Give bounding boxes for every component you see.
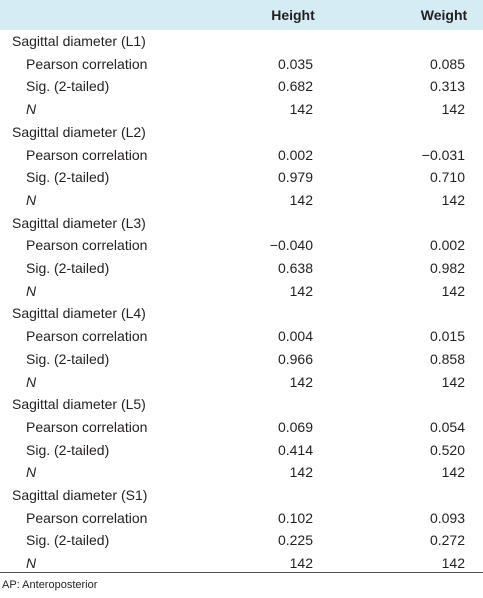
group-label: Sagittal diameter (L4) <box>12 305 146 322</box>
cell-value: 0.272 <box>429 532 465 549</box>
cell-value: 0.966 <box>277 350 313 367</box>
row-label: Pearson correlation <box>26 328 148 345</box>
cell-value: 0.520 <box>429 441 465 458</box>
cell-value: 0.982 <box>429 260 465 276</box>
row-label: Sig. (2-tailed) <box>26 441 110 458</box>
cell-value: 0.093 <box>429 509 465 526</box>
cell-value: 0.002 <box>277 146 313 163</box>
footnote: AP: Anteroposterior <box>2 579 98 591</box>
cell-value: 142 <box>441 101 465 118</box>
header-row <box>0 0 483 30</box>
row-label: Sig. (2-tailed) <box>26 169 110 186</box>
cell-value: 142 <box>289 555 313 572</box>
group-label: Sagittal diameter (L3) <box>12 214 146 231</box>
cell-value: 0.858 <box>429 350 465 367</box>
cell-value: 0.054 <box>429 418 465 435</box>
row-label: Sig. (2-tailed) <box>26 350 110 367</box>
group-label: Sagittal diameter (L1) <box>12 33 146 49</box>
cell-value: 0.002 <box>429 237 465 254</box>
cell-value: −0.031 <box>421 146 465 163</box>
row-label: Sig. (2-tailed) <box>26 260 110 276</box>
row-label: N <box>26 101 37 118</box>
cell-value: 142 <box>289 101 313 118</box>
bottom-rule <box>0 572 483 573</box>
cell-value: 142 <box>289 464 313 481</box>
cell-value: 142 <box>289 373 313 390</box>
cell-value: 0.085 <box>429 55 465 72</box>
cell-value: 0.015 <box>429 328 465 345</box>
cell-value: 142 <box>441 282 465 299</box>
column-header: Weight <box>420 7 468 23</box>
cell-value: 0.225 <box>277 532 313 549</box>
row-label: N <box>26 555 37 572</box>
cell-value: 142 <box>441 373 465 390</box>
cell-value: 142 <box>441 464 465 481</box>
cell-value: 142 <box>441 191 465 208</box>
row-label: Pearson correlation <box>26 55 148 72</box>
cell-value: 0.035 <box>277 55 313 72</box>
cell-value: 0.313 <box>429 78 465 95</box>
group-label: Sagittal diameter (S1) <box>12 487 148 503</box>
row-label: Pearson correlation <box>26 418 148 435</box>
cell-value: 0.102 <box>277 509 313 526</box>
cell-value: 142 <box>441 555 465 572</box>
row-label: Pearson correlation <box>26 509 148 526</box>
row-label: Sig. (2-tailed) <box>26 78 110 95</box>
cell-value: 0.069 <box>277 418 313 435</box>
cell-value: 0.638 <box>277 260 313 276</box>
row-label: Pearson correlation <box>26 237 148 254</box>
cell-value: 142 <box>289 282 313 299</box>
row-label: N <box>26 464 37 481</box>
cell-value: 0.979 <box>277 169 313 186</box>
cell-value: 0.682 <box>277 78 313 95</box>
cell-value: 0.004 <box>277 328 313 345</box>
row-label: N <box>26 282 37 299</box>
group-label: Sagittal diameter (L2) <box>12 123 146 140</box>
column-header: Height <box>271 7 315 23</box>
cell-value: 142 <box>289 191 313 208</box>
row-label: N <box>26 191 37 208</box>
group-label: Sagittal diameter (L5) <box>12 396 146 413</box>
row-label: Pearson correlation <box>26 146 148 163</box>
row-label: Sig. (2-tailed) <box>26 532 110 549</box>
cell-value: 0.710 <box>429 169 465 186</box>
cell-value: −0.040 <box>269 237 313 254</box>
row-label: N <box>26 373 37 390</box>
cell-value: 0.414 <box>277 441 313 458</box>
